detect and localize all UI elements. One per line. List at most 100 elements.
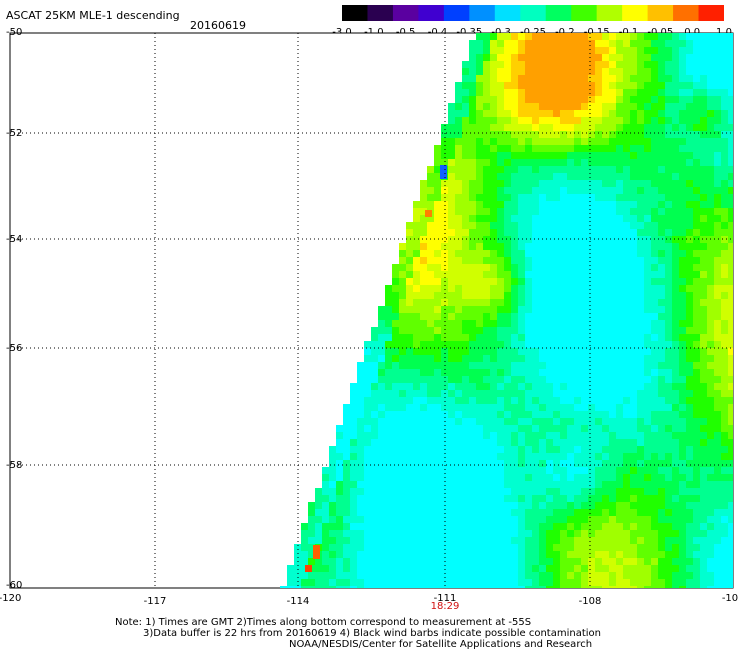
swath-cell (406, 467, 413, 474)
swath-cell (469, 362, 476, 369)
swath-cell (588, 131, 595, 138)
swath-cell (721, 236, 728, 243)
swath-cell (707, 509, 714, 516)
swath-cell (497, 96, 504, 103)
swath-cell (672, 432, 679, 439)
swath-cell (483, 257, 490, 264)
swath-cell (455, 390, 462, 397)
swath-cell (560, 103, 567, 110)
swath-cell (364, 537, 371, 544)
swath-cell (476, 418, 483, 425)
swath-cell (693, 516, 700, 523)
swath-cell (413, 327, 420, 334)
swath-cell (455, 579, 462, 586)
swath-cell (714, 61, 721, 68)
swath-cell (420, 215, 427, 222)
swath-cell (455, 229, 462, 236)
swath-cell (686, 173, 693, 180)
swath-cell (406, 327, 413, 334)
swath-cell (490, 558, 497, 565)
swath-cell (623, 320, 630, 327)
swath-cell (644, 243, 651, 250)
swath-cell (511, 579, 518, 586)
swath-cell (448, 194, 455, 201)
swath-cell (665, 565, 672, 572)
swath-cell (525, 362, 532, 369)
swath-cell (609, 250, 616, 257)
swath-cell (399, 558, 406, 565)
colorbar-swatch (698, 5, 724, 21)
swath-cell (483, 390, 490, 397)
swath-cell (539, 201, 546, 208)
swath-cell (434, 222, 441, 229)
swath-cell (525, 33, 532, 40)
swath-cell (427, 411, 434, 418)
swath-cell (469, 215, 476, 222)
swath-cell (693, 418, 700, 425)
swath-cell (504, 530, 511, 537)
swath-cell (434, 404, 441, 411)
swath-cell (665, 348, 672, 355)
swath-cell (616, 460, 623, 467)
swath-cell (518, 376, 525, 383)
swath-cell (574, 82, 581, 89)
swath-cell (440, 172, 447, 179)
swath-cell (616, 327, 623, 334)
swath-cell (420, 446, 427, 453)
swath-cell (623, 523, 630, 530)
swath-cell (476, 348, 483, 355)
swath-cell (707, 544, 714, 551)
swath-cell (581, 327, 588, 334)
swath-cell (665, 33, 672, 40)
swath-cell (721, 299, 728, 306)
swath-cell (672, 516, 679, 523)
swath-cell (483, 306, 490, 313)
swath-cell (700, 411, 707, 418)
swath-cell (406, 425, 413, 432)
swath-cell (560, 572, 567, 579)
swath-cell (588, 47, 595, 54)
swath-cell (504, 215, 511, 222)
swath-cell (462, 425, 469, 432)
swath-cell (658, 75, 665, 82)
swath-cell (728, 565, 733, 572)
swath-cell (546, 145, 553, 152)
swath-cell (539, 572, 546, 579)
swath-cell (630, 558, 637, 565)
swath-cell (336, 488, 343, 495)
swath-cell (560, 558, 567, 565)
swath-cell (399, 516, 406, 523)
swath-cell (588, 495, 595, 502)
swath-cell (567, 243, 574, 250)
swath-cell (483, 264, 490, 271)
swath-cell (511, 250, 518, 257)
swath-cell (595, 425, 602, 432)
swath-cell (707, 243, 714, 250)
swath-cell (462, 61, 469, 68)
swath-cell (721, 460, 728, 467)
swath-cell (651, 68, 658, 75)
swath-cell (679, 68, 686, 75)
swath-cell (567, 411, 574, 418)
swath-cell (448, 327, 455, 334)
swath-cell (567, 124, 574, 131)
swath-cell (427, 390, 434, 397)
swath-cell (609, 159, 616, 166)
swath-cell (588, 509, 595, 516)
swath-cell (693, 544, 700, 551)
swath-cell (504, 537, 511, 544)
swath-cell (483, 124, 490, 131)
swath-cell (413, 432, 420, 439)
swath-cell (637, 180, 644, 187)
swath-cell (707, 453, 714, 460)
swath-cell (665, 341, 672, 348)
swath-cell (553, 145, 560, 152)
swath-cell (392, 530, 399, 537)
swath-cell (728, 110, 733, 117)
swath-cell (595, 544, 602, 551)
swath-cell (602, 481, 609, 488)
swath-cell (693, 96, 700, 103)
swath-cell (511, 257, 518, 264)
swath-cell (420, 285, 427, 292)
swath-cell (616, 61, 623, 68)
